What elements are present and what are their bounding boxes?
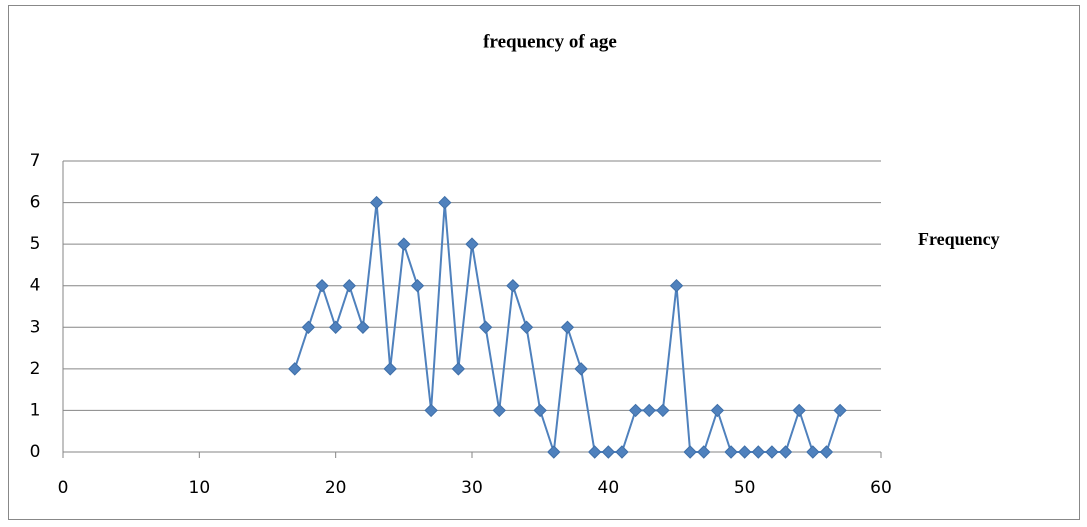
data-marker: [683, 445, 697, 459]
x-tick-label: 0: [58, 478, 69, 498]
data-marker: [697, 445, 711, 459]
data-marker: [288, 362, 302, 376]
data-marker: [710, 403, 725, 418]
data-marker: [601, 445, 616, 459]
data-marker: [615, 445, 629, 459]
y-tick-label: 3: [30, 317, 41, 337]
data-marker: [833, 403, 847, 418]
data-marker: [397, 237, 411, 251]
x-tick-label: 10: [189, 478, 211, 498]
y-tick-label: 4: [30, 276, 41, 296]
data-marker: [506, 279, 520, 293]
data-marker: [342, 279, 357, 293]
chart-title: frequency of age: [483, 31, 617, 52]
y-tick-label: 1: [30, 400, 41, 420]
data-marker: [301, 320, 316, 334]
y-tick-label: 2: [30, 359, 41, 379]
data-marker: [451, 362, 466, 376]
data-marker: [547, 445, 561, 459]
data-marker: [438, 195, 452, 210]
data-marker: [751, 445, 766, 459]
y-tick-label: 0: [30, 442, 41, 462]
data-marker: [806, 445, 820, 459]
data-marker: [533, 403, 547, 418]
data-marker: [656, 403, 670, 418]
data-marker: [424, 403, 438, 418]
x-tick-label: 20: [325, 478, 347, 498]
data-marker: [778, 445, 793, 459]
y-tick-label: 7: [30, 151, 41, 171]
data-marker: [560, 320, 575, 334]
data-marker: [465, 237, 479, 251]
data-marker: [492, 403, 506, 418]
data-marker: [383, 362, 397, 376]
data-marker: [328, 320, 343, 334]
y-tick-label: 5: [30, 234, 41, 254]
data-marker: [369, 195, 384, 210]
data-marker: [587, 445, 602, 459]
data-marker: [628, 403, 643, 418]
x-tick-label: 30: [461, 478, 483, 498]
data-marker: [669, 279, 684, 293]
data-marker: [792, 403, 806, 418]
data-marker: [574, 362, 588, 376]
x-tick-label: 40: [598, 478, 620, 498]
y-tick-label: 6: [30, 193, 41, 213]
x-tick-label: 60: [870, 478, 892, 498]
data-marker: [478, 320, 493, 334]
data-marker: [519, 320, 534, 334]
data-marker: [410, 279, 425, 293]
x-tick-label: 50: [734, 478, 756, 498]
data-marker: [642, 403, 656, 418]
data-marker: [737, 445, 752, 459]
chart-border: [8, 5, 1080, 520]
data-marker: [356, 320, 370, 334]
data-marker: [315, 279, 329, 293]
data-marker: [819, 445, 834, 459]
legend-label: Frequency: [918, 229, 1000, 249]
data-marker: [724, 445, 738, 459]
data-marker: [765, 445, 779, 459]
